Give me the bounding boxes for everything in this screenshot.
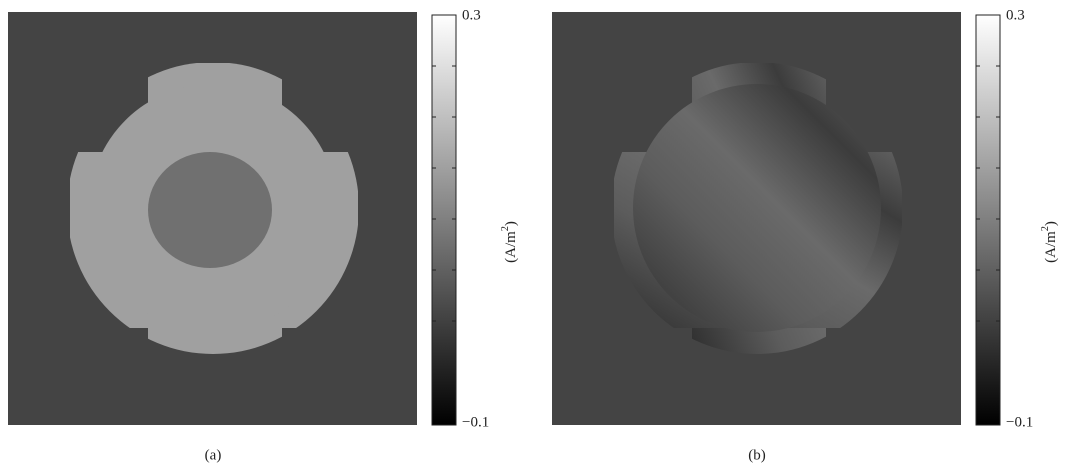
unit-prefix: (A/m <box>1043 231 1059 263</box>
unit-suffix: ) <box>1043 221 1059 226</box>
colorbar-unit: (A/m2) <box>500 221 519 263</box>
colorbar-unit: (A/m2) <box>1040 221 1059 263</box>
colorbar-min: −0.1 <box>1006 414 1033 430</box>
caption: (a) <box>205 447 222 463</box>
colorbar <box>976 15 1000 425</box>
colorbar-min: −0.1 <box>462 414 489 430</box>
panel-a: 0.3 −0.1 (A/m2) (a) <box>8 7 519 463</box>
panel-b: 0.3 −0.1 (A/m2) (b) <box>552 7 1059 463</box>
figure: 0.3 −0.1 (A/m2) (a) 0.3 −0.1 (A/m2) (b) <box>0 0 1068 471</box>
caption: (b) <box>748 447 766 463</box>
colorbar <box>432 15 456 425</box>
colorbar-max: 0.3 <box>1006 7 1025 23</box>
unit-suffix: ) <box>503 221 519 226</box>
colorbar-max: 0.3 <box>462 7 481 23</box>
inner-region <box>148 152 272 268</box>
unit-prefix: (A/m <box>503 231 519 263</box>
